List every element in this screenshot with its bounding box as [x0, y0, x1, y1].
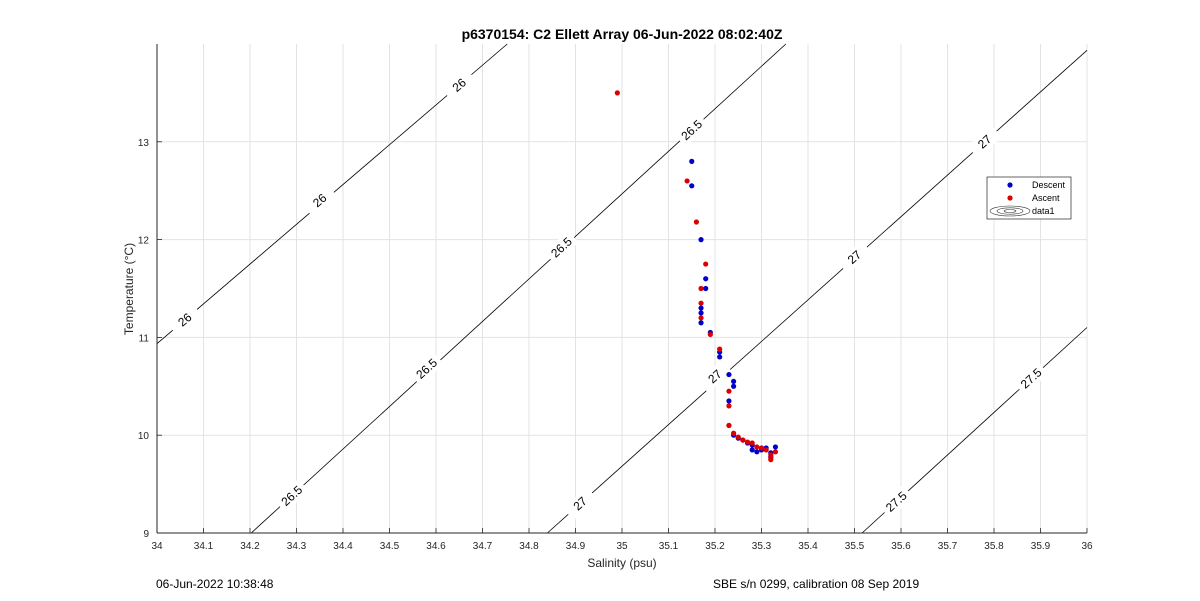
axes: 34 34.1 34.2 34.3 34.4 34.5 34.6 34.7 34.8 34.9 35…	[138, 44, 1093, 552]
ascent-point	[772, 449, 779, 455]
descent-point	[726, 371, 732, 378]
ascent-point	[749, 440, 755, 446]
ascent-point	[758, 445, 765, 451]
ascent-point	[717, 346, 723, 352]
legend-ascent-label: Ascent	[1032, 193, 1060, 203]
grid	[156, 44, 1088, 534]
descent-point	[689, 183, 695, 189]
contour-label-bg	[674, 113, 709, 147]
descent-point	[731, 378, 737, 385]
descent-point	[749, 447, 755, 453]
x-tick-label: 34	[151, 541, 163, 552]
descent-point	[698, 320, 704, 326]
legend-descent-marker	[1007, 182, 1013, 188]
x-tick-label: 35.4	[798, 541, 818, 552]
x-tick-label: 35.3	[752, 541, 772, 552]
contour-label-bg	[409, 351, 444, 386]
ascent-point	[693, 219, 700, 225]
x-tick-label: 35.9	[1031, 541, 1051, 552]
descent-point	[698, 310, 704, 316]
y-tick-label: 13	[138, 138, 150, 149]
contour-label-bg	[302, 183, 338, 217]
legend-contour-icon	[989, 205, 1031, 217]
x-tick-label: 35.6	[891, 541, 911, 552]
ascent-point	[698, 300, 704, 306]
x-tick-label: 34.5	[380, 541, 400, 552]
x-tick-label: 34.8	[519, 541, 539, 552]
ascent-point	[726, 422, 732, 429]
footer-calibration: SBE s/n 0299, calibration 08 Sep 2019	[713, 577, 920, 591]
descent-point	[703, 276, 709, 282]
x-tick-label: 35.5	[845, 541, 865, 552]
ascent-point	[684, 178, 690, 184]
y-tick-label: 11	[139, 333, 150, 344]
x-tick-label: 35.1	[659, 541, 679, 552]
ascent-point	[726, 388, 732, 394]
descent-point	[726, 398, 732, 404]
legend-box	[986, 176, 1072, 220]
y-tick-label: 9	[143, 529, 149, 540]
y-axis-title: Temperature (°C)	[122, 243, 136, 335]
descent-point	[689, 158, 695, 164]
contour-label-bg	[879, 485, 914, 519]
descent-point	[717, 354, 723, 360]
contour-label-bg	[544, 230, 579, 265]
ascent-point	[744, 439, 751, 445]
ascent-point	[768, 457, 774, 463]
descent-point	[731, 383, 737, 389]
data-points	[614, 90, 779, 463]
x-tick-label: 34.4	[333, 541, 353, 552]
ascent-point	[703, 261, 709, 267]
ascent-point	[740, 437, 746, 443]
y-tick-label: 12	[138, 236, 150, 247]
ascent-point	[614, 90, 620, 96]
x-tick-label: 36	[1081, 541, 1093, 552]
x-tick-label: 34.7	[473, 541, 493, 552]
contour-label-bg	[167, 303, 203, 337]
contour-label-bg	[441, 68, 477, 102]
x-tick-label: 34.3	[287, 541, 307, 552]
x-tick-label: 34.2	[240, 541, 260, 552]
contour-label-bg	[562, 487, 598, 521]
contour-label-bg	[697, 359, 733, 394]
x-axis-title: Salinity (psu)	[587, 556, 656, 570]
legend: Descent Ascent data1	[986, 176, 1072, 220]
legend-descent-label: Descent	[1032, 180, 1066, 190]
descent-point	[703, 285, 709, 292]
descent-point	[772, 444, 779, 450]
footer-timestamp: 06-Jun-2022 10:38:48	[156, 577, 274, 591]
ascent-point	[754, 444, 760, 450]
x-tick-label: 35	[616, 541, 628, 552]
ascent-point	[726, 403, 732, 409]
contour-label-bg	[837, 240, 872, 274]
ascent-point	[735, 434, 741, 440]
legend-ascent-marker	[1007, 195, 1013, 201]
contour-label-bg	[1013, 361, 1049, 396]
descent-point	[698, 305, 704, 311]
x-tick-label: 34.6	[426, 541, 446, 552]
contour-label-bg	[967, 125, 1002, 159]
x-tick-label: 35.8	[984, 541, 1004, 552]
ascent-point	[698, 285, 704, 292]
contour-line	[547, 49, 1088, 534]
ascent-point	[698, 315, 704, 321]
x-tick-label: 35.2	[705, 541, 725, 552]
x-tick-label: 34.9	[566, 541, 586, 552]
chart-title: p6370154: C2 Ellett Array 06-Jun-2022 08…	[462, 26, 783, 42]
descent-point	[698, 237, 704, 243]
contour-label-bg	[274, 479, 310, 513]
x-tick-label: 35.7	[938, 541, 958, 552]
ascent-point	[763, 447, 769, 453]
descent-point	[754, 449, 760, 455]
ascent-point	[707, 331, 713, 338]
y-tick-label: 10	[138, 431, 150, 442]
legend-data1-label: data1	[1032, 206, 1055, 216]
x-tick-label: 34.1	[194, 541, 214, 552]
ascent-point	[731, 430, 737, 436]
